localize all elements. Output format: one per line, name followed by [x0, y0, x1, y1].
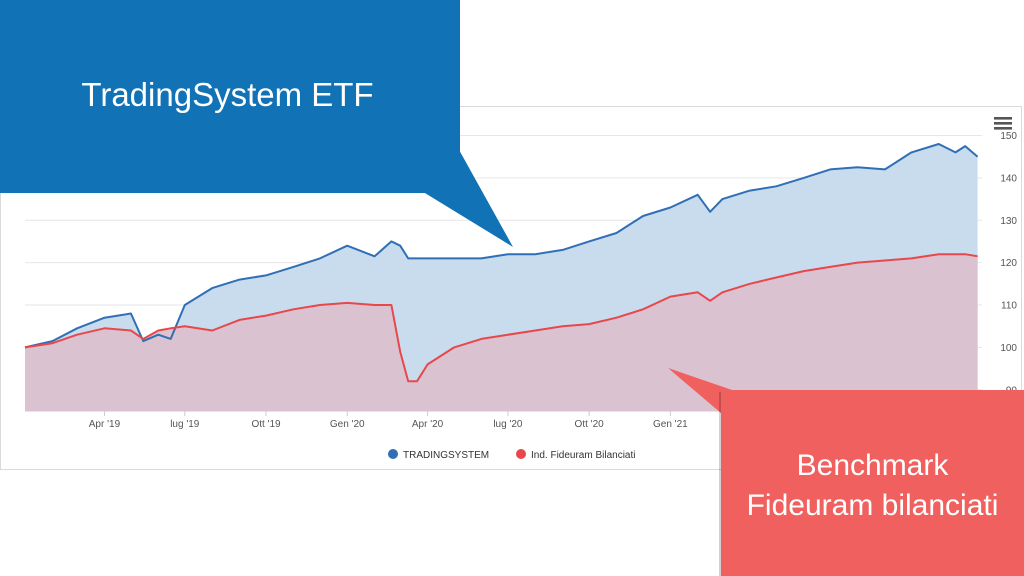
callout-tradingsystem: TradingSystem ETF: [0, 0, 460, 193]
legend-label: Ind. Fideuram Bilanciati: [531, 450, 636, 461]
series-areas: [25, 144, 978, 411]
legend-item[interactable]: Ind. Fideuram Bilanciati: [516, 449, 636, 461]
legend-marker: [516, 449, 526, 459]
callout-benchmark-line2: Fideuram bilanciati: [746, 489, 999, 522]
x-tick-label: lug '20: [493, 419, 523, 430]
series-area-fideuram: [25, 254, 978, 411]
x-tick-label: Gen '21: [653, 419, 688, 430]
y-tick-label: 120: [1000, 258, 1017, 269]
y-tick-label: 140: [1000, 173, 1017, 184]
callout-benchmark: Benchmark Fideuram bilanciati: [721, 390, 1024, 576]
callout-benchmark-line1: Benchmark: [796, 449, 949, 482]
x-tick-label: Ott '20: [575, 419, 605, 430]
y-tick-label: 130: [1000, 216, 1017, 227]
series-line-tradingsystem: [24, 143, 979, 349]
legend-label: TRADINGSYSTEM: [403, 450, 489, 461]
series-line-fideuram: [24, 253, 978, 383]
y-tick-label: 150: [1000, 131, 1017, 142]
x-tick-label: lug '19: [170, 419, 200, 430]
x-tick-label: Apr '20: [412, 419, 444, 430]
legend-item[interactable]: TRADINGSYSTEM: [388, 449, 489, 461]
callout-tradingsystem-label: TradingSystem ETF: [81, 76, 374, 113]
hamburger-menu-icon[interactable]: [994, 117, 1012, 130]
x-axis-ticks: Apr '19 lug '19 Ott '19 Gen '20 Apr '20 lug '…: [89, 411, 766, 430]
x-tick-label: Ott '19: [251, 419, 281, 430]
y-tick-label: 110: [1001, 301, 1017, 312]
legend-marker: [388, 449, 398, 459]
series-lines: [24, 143, 979, 383]
x-tick-label: Gen '20: [330, 419, 365, 430]
callout-benchmark-label: Benchmark Fideuram bilanciati: [721, 446, 1024, 526]
y-tick-label: 100: [1000, 343, 1017, 354]
legend[interactable]: TRADINGSYSTEM Ind. Fideuram Bilanciati: [388, 449, 636, 461]
x-tick-label: Apr '19: [89, 419, 121, 430]
y-axis-ticks: 90100110120130140150: [1000, 131, 1017, 396]
